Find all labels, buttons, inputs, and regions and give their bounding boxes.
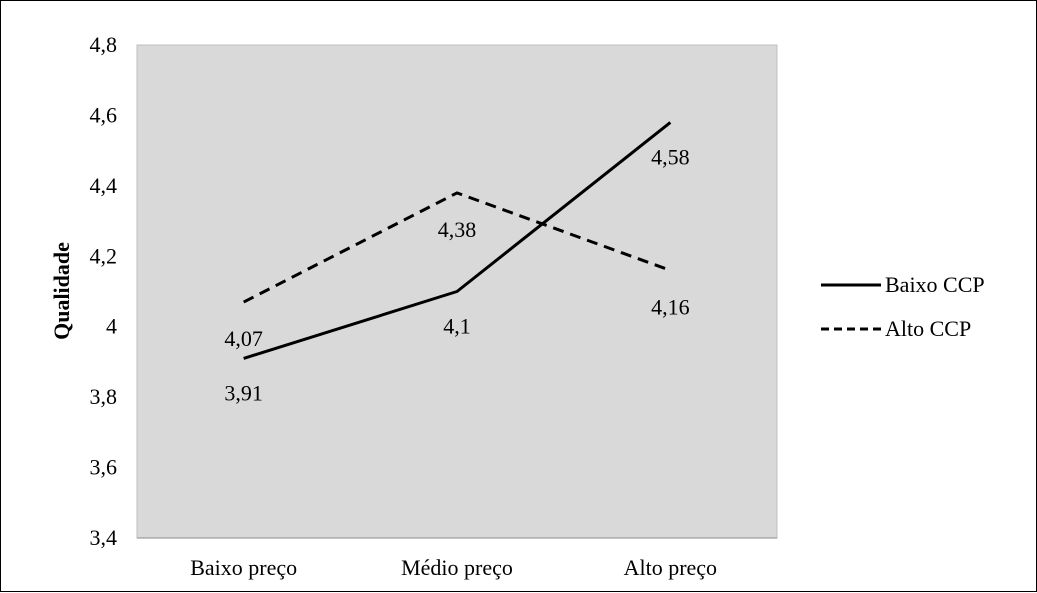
series-lines xyxy=(242,121,672,360)
legend-label: Baixo CCP xyxy=(885,272,985,297)
y-tick-label: 4,8 xyxy=(90,32,118,57)
x-tick-label: Baixo preço xyxy=(190,555,297,580)
y-tick-label: 3,4 xyxy=(90,525,118,550)
y-tick-label: 3,8 xyxy=(90,384,118,409)
y-axis-title: Qualidade xyxy=(49,242,74,340)
x-tick-label: Médio preço xyxy=(401,555,513,580)
data-label: 4,1 xyxy=(443,314,471,339)
y-tick-label: 4,6 xyxy=(90,102,118,127)
legend: Baixo CCP Alto CCP xyxy=(821,272,985,341)
tick-labels: 3,4 3,6 3,8 4 4,2 4,4 4,6 4,8 Baixo preço Médio p… xyxy=(90,32,718,580)
y-tick-label: 4,4 xyxy=(90,173,118,198)
data-label: 4,38 xyxy=(438,217,477,242)
legend-label: Alto CCP xyxy=(885,316,971,341)
data-label: 4,16 xyxy=(651,294,690,319)
y-tick-label: 3,6 xyxy=(90,455,118,480)
y-tick-label: 4 xyxy=(106,314,117,339)
series-line-1 xyxy=(243,121,672,360)
x-tick-label: Alto preço xyxy=(624,555,717,580)
data-label: 3,91 xyxy=(224,380,263,405)
series-line-2 xyxy=(242,191,671,304)
data-labels: 3,91 4,1 4,58 4,07 4,38 4,16 xyxy=(224,144,689,405)
y-tick-label: 4,2 xyxy=(90,243,118,268)
data-label: 4,07 xyxy=(224,326,263,351)
data-label: 4,58 xyxy=(651,144,690,169)
